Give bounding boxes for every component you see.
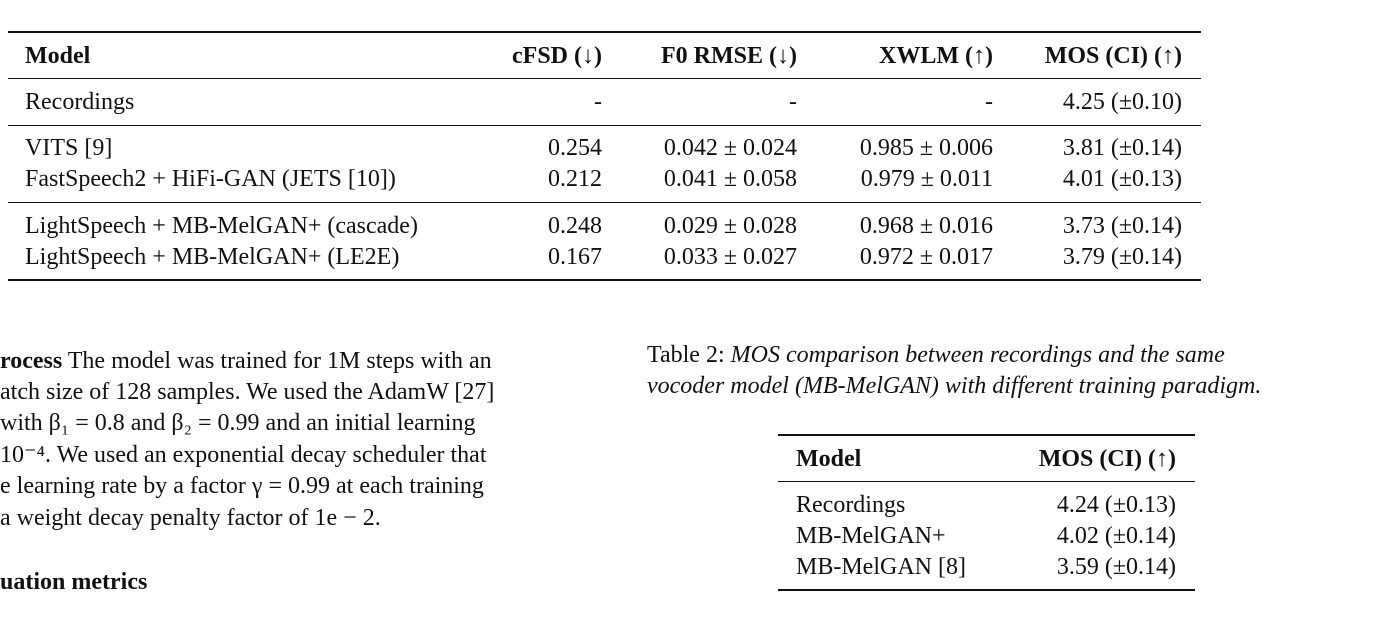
row-mos: 4.02 (±0.14) xyxy=(1056,523,1176,549)
row-model: MB-MelGAN+ xyxy=(796,523,946,549)
table-caption: Table 2: MOS comparison between recordin… xyxy=(647,340,1327,402)
row-mos: 4.25 (±0.10) xyxy=(1062,89,1182,115)
header-rule xyxy=(778,481,1195,482)
paragraph-line: e learning rate by a factor γ = 0.99 at … xyxy=(0,473,484,499)
paragraph-run-in-heading: rocess xyxy=(0,348,63,374)
row-f0-rmse: 0.033 ± 0.027 xyxy=(663,244,797,270)
row-xwlm: 0.972 ± 0.017 xyxy=(859,244,993,270)
column-header-xwlm: XWLM (↑) xyxy=(879,43,993,69)
column-header-mos: MOS (CI) (↑) xyxy=(1044,43,1182,69)
column-header-cfsd: cFSD (↓) xyxy=(512,43,602,69)
row-mos: 3.81 (±0.14) xyxy=(1062,135,1182,161)
row-mos: 4.24 (±0.13) xyxy=(1056,492,1176,518)
row-xwlm: - xyxy=(985,89,993,115)
paragraph-line: atch size of 128 samples. We used the Ad… xyxy=(0,379,495,405)
row-cfsd: - xyxy=(594,89,602,115)
column-header-model: Model xyxy=(796,446,862,472)
caption-text: MOS comparison between recordings and th… xyxy=(730,342,1225,368)
paragraph-line: with β₁ = 0.8 and β₂ = 0.99 and an initi… xyxy=(0,410,476,436)
header-rule xyxy=(8,78,1201,79)
row-f0-rmse: 0.041 ± 0.058 xyxy=(663,166,797,192)
row-cfsd: 0.248 xyxy=(548,213,602,239)
row-xwlm: 0.985 ± 0.006 xyxy=(859,135,993,161)
row-mos: 3.73 (±0.14) xyxy=(1062,213,1182,239)
row-mos: 4.01 (±0.13) xyxy=(1062,166,1182,192)
paragraph-line: 10⁻⁴. We used an exponential decay sched… xyxy=(0,442,487,468)
row-f0-rmse: 0.042 ± 0.024 xyxy=(663,135,797,161)
paragraph-line-text: The model was trained for 1M steps with … xyxy=(62,348,492,374)
row-cfsd: 0.212 xyxy=(548,166,602,192)
table-bottom-rule xyxy=(778,589,1195,591)
column-header-model: Model xyxy=(25,43,91,69)
row-mos: 3.79 (±0.14) xyxy=(1062,244,1182,270)
group-rule xyxy=(8,125,1201,126)
row-model: LightSpeech + MB-MelGAN+ (cascade) xyxy=(25,213,418,239)
row-model: VITS [9] xyxy=(25,135,113,161)
caption-label: Table 2: xyxy=(647,342,725,368)
row-model: Recordings xyxy=(796,492,906,518)
caption-text: vocoder model (MB-MelGAN) with different… xyxy=(647,373,1262,399)
row-model: LightSpeech + MB-MelGAN+ (LE2E) xyxy=(25,244,400,270)
row-model: Recordings xyxy=(25,89,135,115)
section-heading: uation metrics xyxy=(0,569,148,595)
row-xwlm: 0.979 ± 0.011 xyxy=(860,166,993,192)
row-f0-rmse: - xyxy=(789,89,797,115)
row-xwlm: 0.968 ± 0.016 xyxy=(859,213,993,239)
row-model: MB-MelGAN [8] xyxy=(796,554,966,580)
table-top-rule xyxy=(8,31,1201,33)
row-cfsd: 0.254 xyxy=(548,135,602,161)
row-f0-rmse: 0.029 ± 0.028 xyxy=(663,213,797,239)
paragraph-line: a weight decay penalty factor of 1e − 2. xyxy=(0,505,381,531)
column-header-f0-rmse: F0 RMSE (↓) xyxy=(661,43,797,69)
table-bottom-rule xyxy=(8,279,1201,281)
column-header-mos: MOS (CI) (↑) xyxy=(1038,446,1176,472)
row-cfsd: 0.167 xyxy=(548,244,602,270)
paragraph-line: rocess The model was trained for 1M step… xyxy=(0,346,492,377)
row-mos: 3.59 (±0.14) xyxy=(1056,554,1176,580)
row-model: FastSpeech2 + HiFi-GAN (JETS [10]) xyxy=(25,166,396,192)
group-rule xyxy=(8,202,1201,203)
table-top-rule xyxy=(778,434,1195,436)
